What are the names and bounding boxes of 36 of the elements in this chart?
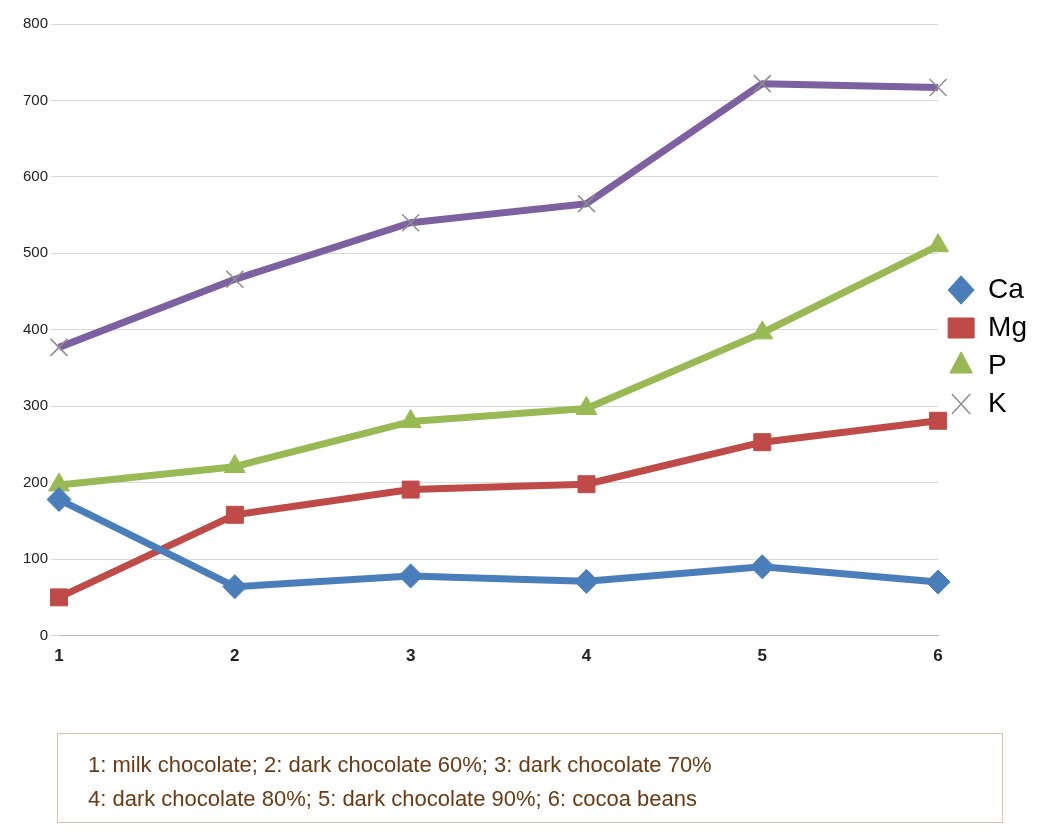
point	[401, 213, 420, 233]
legend-label: K	[988, 386, 1008, 418]
y-tick-label: 800	[23, 14, 49, 32]
point	[50, 588, 69, 607]
point	[225, 505, 244, 524]
point	[225, 270, 245, 289]
x-tick-label: 3	[405, 646, 416, 666]
point	[222, 574, 248, 600]
x-tick-label: 1	[54, 646, 64, 666]
y-tick-label: 700	[23, 90, 49, 108]
point	[753, 74, 772, 93]
point	[929, 411, 948, 430]
x-tick-label: 5	[757, 646, 768, 666]
point	[49, 338, 69, 357]
x-tick-label: 4	[581, 646, 592, 666]
legend-label: Ca	[988, 272, 1025, 304]
text: 4: dark chocolate 80%; 5: dark chocolate 90%; 6: cocoa beans	[88, 785, 699, 813]
point	[577, 475, 596, 494]
point	[401, 480, 420, 499]
point	[46, 487, 72, 513]
point	[753, 433, 772, 452]
point	[577, 194, 596, 213]
y-tick-label: 500	[23, 243, 49, 261]
y-tick-label: 100	[23, 549, 49, 567]
point	[925, 569, 951, 595]
legend-label: P	[988, 348, 1007, 380]
text: 1: milk chocolate; 2: dark chocolate 60%; 3: dark chocolate 70%	[88, 751, 713, 779]
y-tick-label: 400	[23, 319, 49, 337]
y-tick-label: 200	[23, 472, 49, 490]
y-tick-label: 600	[23, 167, 49, 185]
point	[928, 78, 948, 97]
y-tick-label: 0	[39, 625, 49, 643]
x-tick-label: 2	[230, 646, 240, 666]
x-tick-label: 6	[933, 646, 943, 666]
y-tick-label: 300	[23, 396, 49, 414]
legend-label: Mg	[988, 310, 1028, 342]
